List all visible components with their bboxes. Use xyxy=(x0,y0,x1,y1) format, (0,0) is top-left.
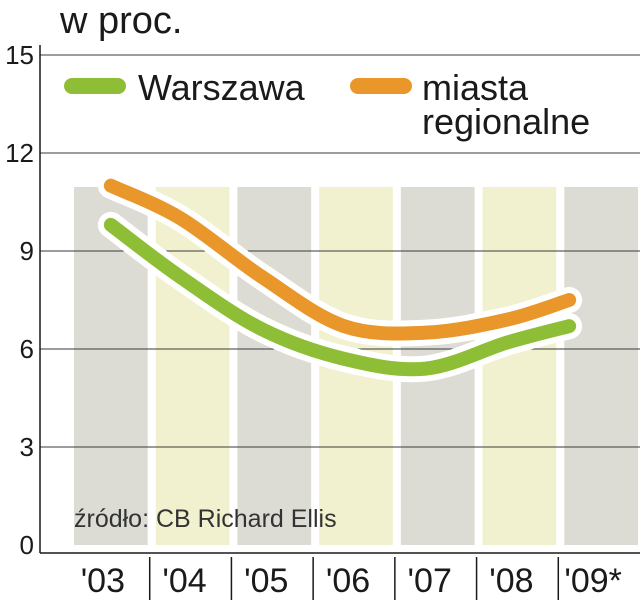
y-tick-label: 3 xyxy=(20,432,34,462)
legend-label: Warszawa xyxy=(138,67,306,108)
y-tick-label: 9 xyxy=(20,236,34,266)
x-tick-label: '03 xyxy=(81,562,125,600)
x-tick-label: '04 xyxy=(162,562,206,600)
x-tick-label: '07 xyxy=(408,562,452,600)
legend-label: miasta xyxy=(422,67,529,108)
y-tick-label: 12 xyxy=(5,138,34,168)
band-2 xyxy=(237,187,312,545)
source-note: źródło: CB Richard Ellis xyxy=(74,505,337,533)
y-tick-label: 6 xyxy=(20,334,34,364)
unit-label: w proc. xyxy=(60,0,183,42)
x-tick-label: '09* xyxy=(564,562,622,600)
y-tick-label: 0 xyxy=(20,530,34,560)
x-tick-label: '08 xyxy=(489,562,533,600)
series-line-1 xyxy=(103,178,577,341)
legend-label: regionalne xyxy=(422,101,590,142)
x-tick-label: '06 xyxy=(326,562,370,600)
series-line-0 xyxy=(103,217,577,377)
series-lines xyxy=(97,172,583,383)
y-tick-label: 15 xyxy=(5,40,34,70)
y-axis: 0 3 6 9 12 15 xyxy=(5,40,41,560)
x-axis: '03 '04 '05 '06 '07 '08 '09* xyxy=(40,552,640,600)
x-tick-label: '05 xyxy=(244,562,288,600)
band-6 xyxy=(564,187,638,545)
band-5 xyxy=(482,187,557,545)
